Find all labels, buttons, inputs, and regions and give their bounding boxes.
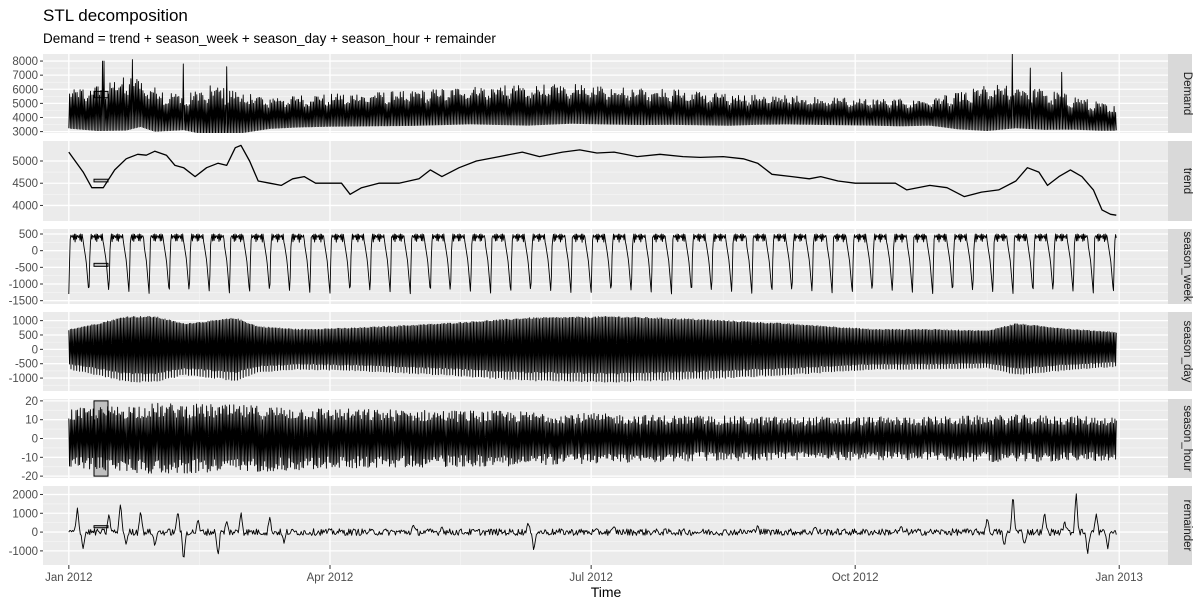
y-tick-label: -1000 [9, 546, 38, 558]
y-tick-label: 0 [32, 344, 38, 356]
y-tick-label: 8000 [12, 56, 38, 68]
series-line [68, 144, 1117, 216]
panel-season-hour: -20 -10 0 10 20 season_hour [21, 396, 1193, 483]
panel-trend: 4000 4500 5000 trend [12, 141, 1193, 221]
y-tick-label: 0 [32, 246, 38, 258]
x-tick-label: Apr 2012 [307, 572, 354, 584]
scale-bar [93, 525, 109, 529]
panel-Demand: 3000 4000 5000 6000 7000 8000 Demand [12, 54, 1193, 139]
panel-season-week: -1500 -1000 -500 0 500 season_week [9, 229, 1193, 308]
facet-strip-label: remainder [1181, 500, 1193, 552]
chart-title: STL decomposition [43, 6, 188, 25]
y-tick-label: -500 [15, 262, 38, 274]
facet-strip-label: Demand [1181, 72, 1193, 115]
y-tick-label: 20 [25, 396, 38, 408]
y-tick-label: 2000 [12, 489, 38, 501]
panel-season-day: -1000 -500 0 500 1000 season_day [9, 312, 1193, 391]
facet-strip-label: trend [1181, 168, 1193, 194]
y-tick-label: 0 [32, 527, 38, 539]
y-tick-label: 10 [25, 415, 38, 427]
y-tick-label: 4000 [12, 200, 38, 212]
facet-strip-label: season_week [1181, 231, 1193, 302]
facet-strip [1168, 54, 1192, 133]
chart-subtitle: Demand = trend + season_week + season_da… [43, 31, 496, 46]
x-tick-label: Jan 2012 [45, 572, 92, 584]
facet-strip [1168, 141, 1192, 221]
y-tick-label: 4000 [12, 112, 38, 124]
facet-strip [1168, 229, 1192, 304]
x-tick-label: Oct 2012 [832, 572, 879, 584]
y-tick-label: -10 [21, 452, 38, 464]
facet-strip-label: season_hour [1181, 405, 1193, 472]
x-tick-label: Jul 2012 [569, 572, 612, 584]
y-tick-label: 0 [32, 434, 38, 446]
y-tick-label: -1500 [9, 296, 38, 308]
y-tick-label: -500 [15, 359, 38, 371]
y-tick-label: -20 [21, 471, 38, 483]
x-axis-label: Time [591, 584, 622, 600]
x-tick-label: Jan 2013 [1096, 572, 1143, 584]
y-tick-label: -1000 [9, 279, 38, 291]
y-tick-label: 6000 [12, 84, 38, 96]
panel-background [43, 141, 1168, 221]
series-line [68, 402, 1117, 474]
y-tick-label: 1000 [12, 508, 38, 520]
facet-strip-label: season_day [1181, 320, 1193, 382]
series-line [68, 233, 1117, 295]
series-line [68, 315, 1117, 383]
scale-bar [93, 178, 109, 183]
series-line [68, 493, 1117, 558]
y-tick-label: 5000 [12, 156, 38, 168]
y-tick-label: 4500 [12, 178, 38, 190]
y-tick-label: 7000 [12, 70, 38, 82]
y-tick-label: 500 [19, 229, 38, 241]
y-tick-label: -1000 [9, 373, 38, 385]
facet-strip [1168, 312, 1192, 391]
y-tick-label: 1000 [12, 316, 38, 328]
y-tick-label: 5000 [12, 98, 38, 110]
facet-strip [1168, 399, 1192, 478]
panel-background [43, 486, 1168, 565]
x-axis: Jan 2012 Apr 2012 Jul 2012 Oct 2012 Jan 2013 [45, 565, 1143, 584]
y-tick-label: 500 [19, 330, 38, 342]
facet-strip [1168, 486, 1192, 565]
panel-remainder: -1000 0 1000 2000 remainder [9, 486, 1193, 565]
scale-bar [93, 262, 109, 267]
series-line [68, 54, 1117, 133]
panels-layer: 300040005000600070008000Demand4000450050… [9, 54, 1193, 565]
y-tick-label: 3000 [12, 127, 38, 139]
